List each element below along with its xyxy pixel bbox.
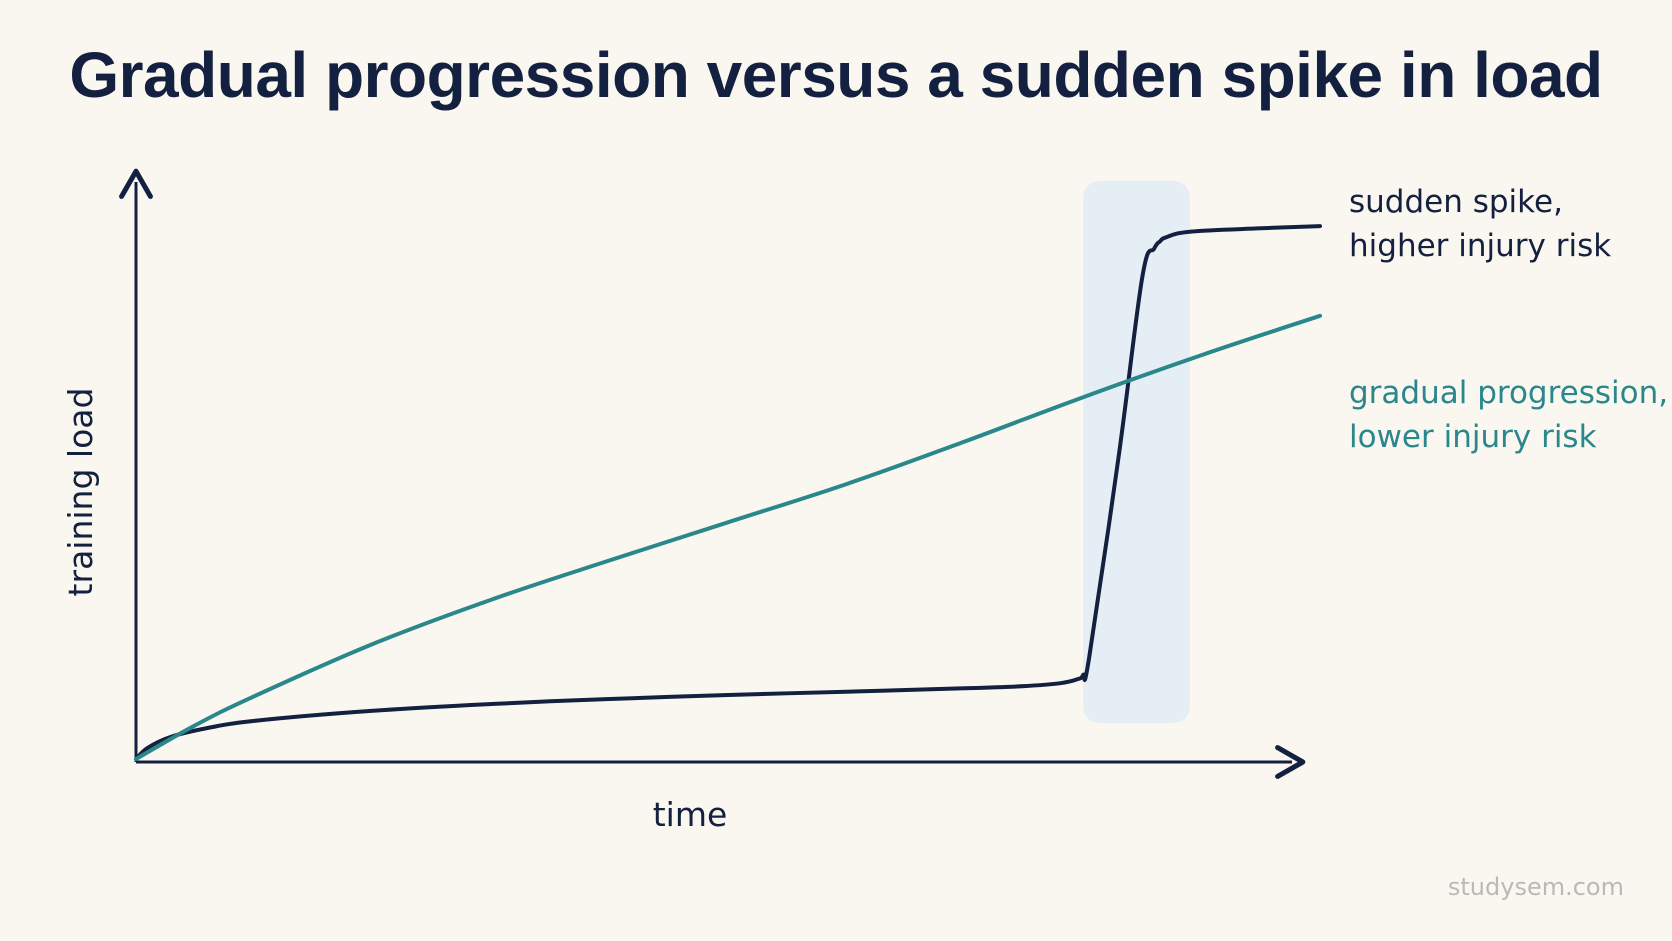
gradual-progression-label-line-1: gradual progression, — [1349, 375, 1668, 411]
sudden-spike-line — [134, 224, 1322, 761]
watermark: studysem.com — [1447, 873, 1624, 901]
sudden-spike-label-line-2: higher injury risk — [1349, 228, 1611, 264]
x-axis-label: time — [653, 795, 728, 834]
sudden-spike-label-line-1: sudden spike, — [1349, 184, 1563, 220]
gradual-progression-line — [134, 313, 1322, 761]
chart-title: Gradual progression versus a sudden spik… — [69, 39, 1603, 111]
spike-highlight-band — [1083, 181, 1190, 723]
gradual-progression-label-line-2: lower injury risk — [1349, 419, 1597, 455]
y-axis-label: training load — [61, 388, 100, 597]
